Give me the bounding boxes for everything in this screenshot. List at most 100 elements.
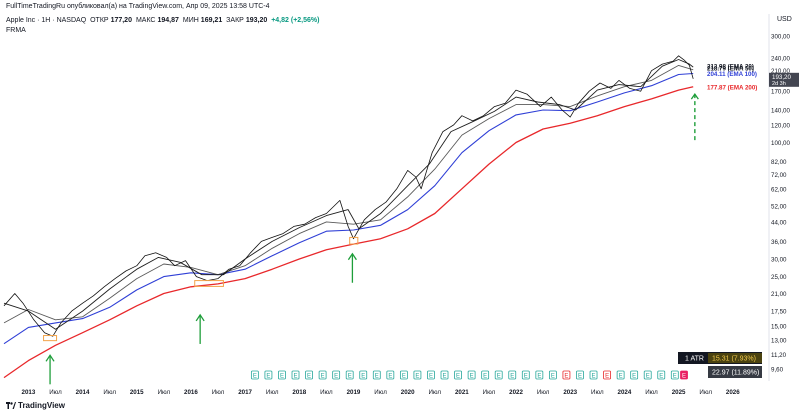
earnings-badge-icon (440, 370, 449, 380)
x-tick-label: Июл (483, 389, 496, 396)
bar-countdown: 2d 3h (772, 81, 786, 87)
x-tick-label: Июл (537, 389, 550, 396)
projection-arrow-icon (690, 92, 699, 100)
earnings-badge-letter: E (537, 374, 541, 380)
indicator-name[interactable]: FRMA (6, 27, 26, 34)
signal-box (349, 236, 359, 245)
earnings-badge-icon (562, 370, 571, 380)
x-tick-label: Июл (374, 389, 387, 396)
earnings-badge-icon (318, 370, 327, 380)
earnings-badge-letter: E (592, 374, 596, 380)
earnings-badge-letter: E (348, 374, 352, 380)
earnings-badge-letter: E (483, 374, 487, 380)
earnings-badge-icon (680, 370, 688, 380)
earnings-badge-icon (657, 370, 666, 380)
earnings-badge-letter: E (551, 374, 555, 380)
earnings-badge-letter: E (429, 374, 433, 380)
y-tick-label: 44,00 (771, 219, 787, 226)
ema-value-label: 177.87 (EMA 200) (707, 84, 757, 91)
y-tick-label: 9,60 (771, 367, 784, 374)
x-tick-label: 2013 (22, 389, 36, 396)
earnings-badge-icon (521, 370, 530, 380)
y-tick-label: 11,20 (771, 352, 787, 359)
earnings-badge-icon (535, 370, 544, 380)
earnings-badge-icon (603, 370, 611, 380)
earnings-badge-letter: E (497, 374, 501, 380)
earnings-badge-icon (494, 370, 503, 380)
earnings-badge-icon (481, 370, 490, 380)
y-tick-label: 62,00 (771, 186, 787, 193)
x-tick-label: Июл (428, 389, 441, 396)
tradingview-brand: TradingView (6, 401, 65, 410)
earnings-badge-letter: E (402, 374, 406, 380)
earnings-badge-icon (548, 370, 557, 380)
y-tick-label: 13,00 (771, 337, 787, 344)
earnings-badge-letter: E (307, 374, 311, 380)
earnings-badge-letter: E (619, 374, 623, 380)
change-value: +4,82 (+2,56%) (271, 17, 320, 24)
earnings-badge-icon (508, 370, 517, 380)
publish-info: FullTimeTradingRu опубликовал(а) на Trad… (6, 3, 270, 10)
earnings-badge-letter: E (673, 374, 677, 380)
x-tick-label: Июл (212, 389, 225, 396)
earnings-badge-letter: E (510, 374, 514, 380)
atr-value: 15.31 (7.93%) (712, 356, 756, 363)
y-tick-label: 25,00 (771, 274, 787, 281)
y-tick-label: 72,00 (771, 172, 787, 179)
earnings-badge-letter: E (375, 374, 379, 380)
y-tick-label: 170,00 (771, 89, 790, 96)
earnings-badge-letter: E (646, 374, 650, 380)
x-tick-label: 2023 (563, 389, 577, 396)
series-ema-200 (3, 86, 694, 379)
buy-arrow-icon (347, 252, 357, 261)
earnings-badge-icon (467, 370, 476, 380)
earnings-badge-letter: E (253, 374, 257, 380)
x-tick-label: 2018 (292, 389, 306, 396)
brand-name: TradingView (18, 401, 65, 410)
x-tick-label: 2019 (347, 389, 361, 396)
atr-value-bg (708, 353, 762, 363)
earnings-badge-icon (454, 370, 462, 380)
earnings-badge-letter: E (632, 374, 636, 380)
y-tick-label: 82,00 (771, 159, 787, 166)
earnings-badge-letter: E (321, 374, 325, 380)
ema-value-label: 213.98 (EMA 20) (707, 63, 754, 70)
earnings-badge-icon (332, 370, 341, 380)
low-value: 169,21 (200, 17, 223, 24)
ema-value-label: 204.11 (EMA 100) (707, 71, 757, 78)
high-value: 194,87 (157, 17, 179, 24)
earnings-badge-letter: E (294, 374, 298, 380)
earnings-badge-letter: E (456, 374, 460, 380)
earnings-badge-letter: E (605, 374, 609, 380)
buy-arrow-icon (45, 354, 55, 362)
earnings-badge-icon (250, 370, 259, 380)
symbol-name[interactable]: Apple Inc · 1Н · NASDAQ (6, 17, 87, 24)
x-tick-label: Июл (699, 389, 712, 396)
x-tick-label: Июл (320, 389, 333, 396)
x-tick-label: 2024 (618, 389, 632, 396)
ohlc-legend: Apple Inc · 1Н · NASDAQ ОТКР 177,20 МАКС 1… (6, 17, 321, 24)
atr-second-box (708, 366, 762, 378)
last-price-value: 193,20 (772, 74, 791, 81)
x-tick-label: Июл (645, 389, 658, 396)
x-tick-label: Июл (103, 389, 116, 396)
y-tick-label: 17,50 (771, 309, 787, 316)
open-label: ОТКР (90, 17, 109, 24)
x-tick-label: 2015 (130, 389, 144, 396)
buy-arrow-icon (195, 313, 205, 322)
x-tick-label: Июл (49, 389, 62, 396)
earnings-badge-letter: E (659, 374, 663, 380)
earnings-badge-letter: E (524, 374, 528, 380)
y-tick-label: 210,00 (771, 68, 790, 75)
earnings-badge-letter: E (564, 374, 568, 380)
earnings-badge-icon (278, 370, 286, 380)
earnings-badge-icon (264, 370, 273, 380)
earnings-badge-letter: E (388, 374, 392, 380)
y-tick-label: 100,00 (771, 140, 790, 147)
high-label: МАКС (135, 17, 156, 24)
x-tick-label: 2014 (76, 389, 90, 396)
earnings-badge-icon (372, 370, 381, 380)
earnings-badge-icon (399, 370, 408, 380)
x-tick-label: 2020 (401, 389, 415, 396)
